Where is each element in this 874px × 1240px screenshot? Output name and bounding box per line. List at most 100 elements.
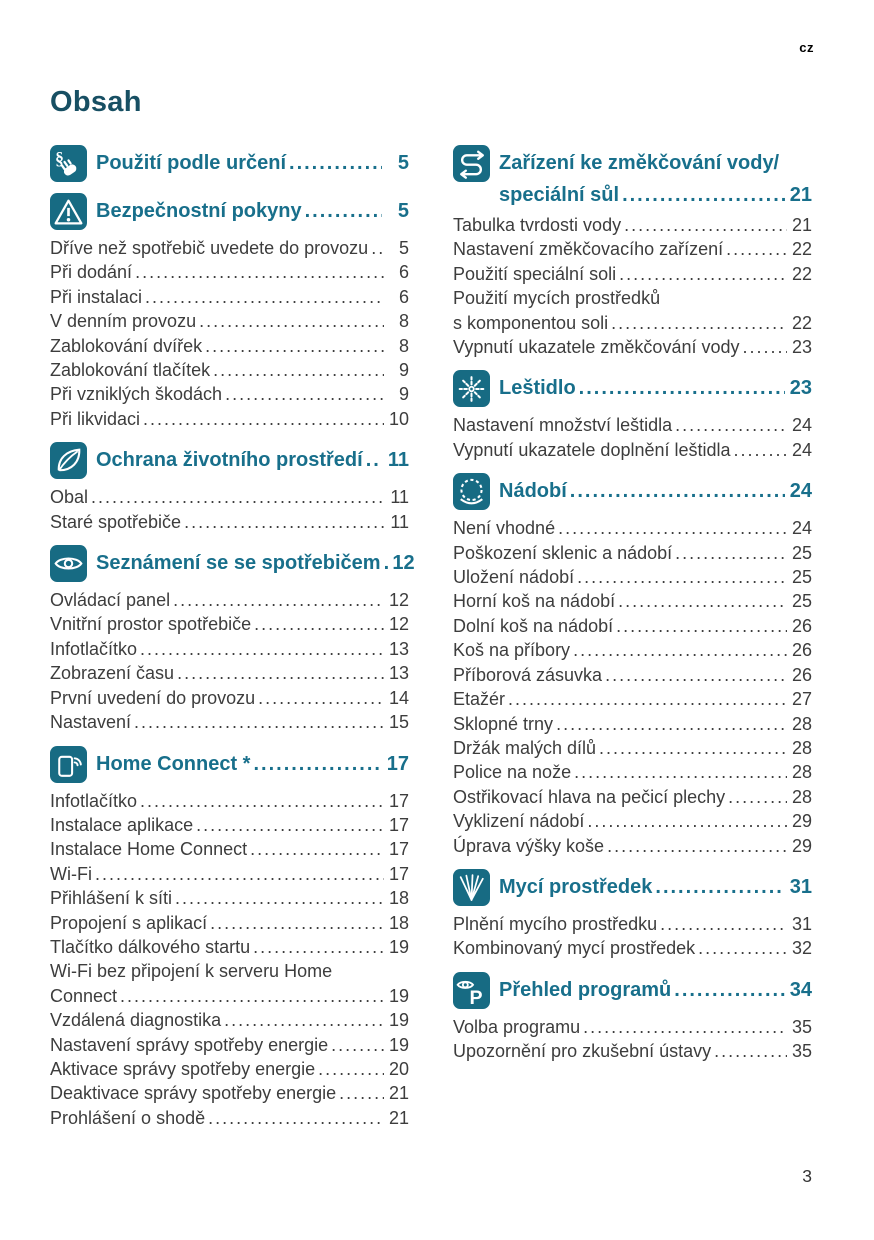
dot-leader <box>611 311 787 335</box>
entry-label: Deaktivace správy spotřeby energie <box>50 1083 337 1104</box>
dot-leader <box>599 736 787 760</box>
language-code: cz <box>799 40 814 55</box>
s-arrows-icon <box>453 145 490 182</box>
toc-column-left: §Použití podle určení5Bezpečnostní pokyn… <box>50 145 415 1130</box>
entry-label: Dolní koš na nádobí <box>453 615 614 636</box>
entry-page-number: 19 <box>388 1010 409 1031</box>
entry-label: Nastavení změkčovacího zařízení <box>453 239 724 260</box>
toc-entry: Wi-Fi 17 <box>50 862 409 886</box>
entry-page-number: 29 <box>791 811 812 832</box>
entry-page-number: 9 <box>398 384 409 405</box>
entry-page-number: 23 <box>791 337 812 358</box>
toc-entry: Propojení s aplikací 18 <box>50 911 409 935</box>
section-sign-hand-icon: § <box>50 145 87 182</box>
entry-page-number: 6 <box>398 286 409 307</box>
entry-label: Infotlačítko <box>50 638 138 659</box>
sparkle-icon <box>453 370 490 408</box>
toc-entry: Tabulka tvrdosti vody 21 <box>453 213 812 237</box>
toc-columns: §Použití podle určení5Bezpečnostní pokyn… <box>0 119 874 1130</box>
dot-leader <box>184 510 384 534</box>
toc-entry: Vypnutí ukazatele změkčování vody 23 <box>453 335 812 359</box>
section-title: Zařízení ke změkčování vody/ <box>499 152 780 174</box>
section-heading: Bezpečnostní pokyny 5 <box>50 193 409 230</box>
toc-entry: Tlačítko dálkového startu 19 <box>50 935 409 959</box>
toc-entry: Při instalaci 6 <box>50 285 409 309</box>
section-heading: Seznámení se se spotřebičem 12 <box>50 545 415 583</box>
eye-p-icon: P <box>453 971 490 1009</box>
entry-label: První uvedení do provozu <box>50 687 256 708</box>
section-heading-row: Ochrana životního prostředí 11 <box>50 442 409 480</box>
dot-leader <box>587 809 787 833</box>
dot-leader <box>339 1081 384 1105</box>
section-page-number: 5 <box>397 152 409 174</box>
entry-label: Ovládací panel <box>50 590 171 611</box>
entry-page-number: 24 <box>791 439 812 460</box>
dot-leader <box>175 886 384 910</box>
entry-page-number: 31 <box>791 913 812 934</box>
toc-entry: Zobrazení času 13 <box>50 661 409 685</box>
section-page-number: 21 <box>789 184 812 206</box>
toc-entry: Při vzniklých škodách 9 <box>50 382 409 406</box>
entry-page-number: 25 <box>791 567 812 588</box>
entry-label-continued: s komponentou soli <box>453 312 609 333</box>
entry-page-number: 21 <box>388 1083 409 1104</box>
dot-leader <box>570 480 785 503</box>
entry-label: Zablokování tlačítek <box>50 360 211 381</box>
dot-leader <box>331 1033 384 1057</box>
entry-page-number: 8 <box>398 335 409 356</box>
entry-page-number: 17 <box>388 839 409 860</box>
toc-entry: Horní koš na nádobí 25 <box>453 589 812 613</box>
entry-label: Uložení nádobí <box>453 567 575 588</box>
dot-leader <box>573 638 787 662</box>
entry-label: Prohlášení o shodě <box>50 1107 206 1128</box>
section-title-continued: speciální sůl <box>499 184 620 206</box>
entry-label: Při instalaci <box>50 286 143 307</box>
entry-label: Infotlačítko <box>50 790 138 811</box>
section-heading: Home Connect * 17 <box>50 745 409 783</box>
toc-entry: s komponentou soli 22 <box>453 311 812 335</box>
page-number-footer: 3 <box>802 1166 812 1186</box>
entry-label: Volba programu <box>453 1016 581 1037</box>
entry-page-number: 28 <box>791 762 812 783</box>
section-heading: Zařízení ke změkčování vody/speciální sů… <box>453 145 812 207</box>
entry-page-number: 28 <box>791 737 812 758</box>
entry-label: Držák malých dílů <box>453 737 597 758</box>
entry-page-number: 32 <box>791 938 812 959</box>
entry-page-number: 26 <box>791 615 812 636</box>
section-title-wrap: Nádobí 24 <box>499 480 812 503</box>
entry-label: Vypnutí ukazatele změkčování vody <box>453 337 740 358</box>
svg-text:§: § <box>55 149 64 169</box>
entry-page-number: 17 <box>388 814 409 835</box>
dot-leader <box>225 382 384 406</box>
entry-label: Vnitřní prostor spotřebiče <box>50 614 252 635</box>
dot-leader <box>728 785 787 809</box>
toc-entry: Kombinovaný mycí prostředek 32 <box>453 936 812 960</box>
section-title: Ochrana životního prostředí <box>96 449 363 472</box>
section-heading: Nádobí 24 <box>453 473 812 511</box>
entry-label: Úprava výšky koše <box>453 835 605 856</box>
toc-entry: Deaktivace správy spotřeby energie 21 <box>50 1081 409 1105</box>
entry-page-number: 14 <box>388 687 409 708</box>
section-title-wrap: Přehled programů 34 <box>499 979 812 1002</box>
entry-page-number: 29 <box>791 835 812 856</box>
dot-leader <box>253 935 384 959</box>
section-page-number: 12 <box>392 552 415 575</box>
section-page-number: 24 <box>789 480 812 503</box>
dot-leader <box>675 541 787 565</box>
entry-page-number: 6 <box>398 262 409 283</box>
toc-entry: Instalace aplikace 17 <box>50 813 409 837</box>
toc-entry: Zablokování dvířek 8 <box>50 334 409 358</box>
entry-label: Propojení s aplikací <box>50 912 208 933</box>
entry-page-number: 12 <box>388 614 409 635</box>
entry-label: Při likvidaci <box>50 408 141 429</box>
entry-label: Staré spotřebiče <box>50 511 182 532</box>
entry-page-number: 24 <box>791 518 812 539</box>
toc-entry: Infotlačítko 13 <box>50 637 409 661</box>
entry-label: Nastavení <box>50 712 132 733</box>
dot-leader <box>616 614 787 638</box>
dot-leader <box>583 1015 787 1039</box>
toc-column-right: Zařízení ke změkčování vody/speciální sů… <box>453 145 812 1130</box>
entry-label: Kombinovaný mycí prostředek <box>453 938 696 959</box>
entry-label: Při vzniklých škodách <box>50 384 223 405</box>
dot-leader <box>579 377 785 400</box>
